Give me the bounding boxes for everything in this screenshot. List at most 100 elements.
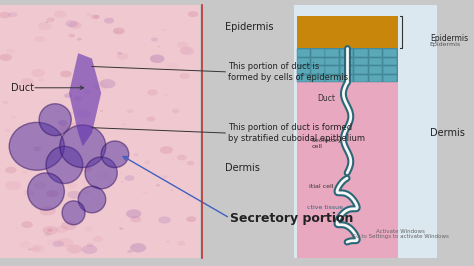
Circle shape — [179, 73, 190, 79]
Bar — [311, 58, 325, 65]
Circle shape — [93, 85, 99, 89]
Circle shape — [186, 196, 190, 198]
Circle shape — [130, 243, 146, 252]
Bar — [383, 66, 397, 74]
Circle shape — [93, 82, 108, 90]
Circle shape — [92, 236, 103, 242]
Circle shape — [95, 171, 109, 179]
Circle shape — [23, 190, 34, 196]
Bar — [297, 49, 310, 57]
Ellipse shape — [78, 186, 106, 213]
Circle shape — [46, 190, 59, 197]
Circle shape — [5, 181, 21, 190]
Circle shape — [69, 21, 82, 29]
Circle shape — [80, 84, 84, 87]
Circle shape — [31, 247, 40, 251]
Circle shape — [58, 120, 68, 126]
Circle shape — [82, 245, 97, 254]
Ellipse shape — [60, 125, 106, 168]
Circle shape — [61, 221, 77, 230]
Bar — [369, 58, 383, 65]
Circle shape — [164, 94, 169, 97]
Circle shape — [119, 227, 123, 230]
Bar — [311, 66, 325, 74]
Bar — [294, 5, 437, 258]
Circle shape — [170, 189, 173, 191]
Circle shape — [46, 239, 59, 247]
Circle shape — [172, 109, 180, 113]
Circle shape — [56, 226, 68, 233]
Circle shape — [110, 17, 114, 19]
Text: This portion of duct is
formed by cells of epidermis: This portion of duct is formed by cells … — [228, 62, 348, 81]
Circle shape — [82, 190, 91, 194]
Circle shape — [31, 245, 44, 252]
Circle shape — [156, 184, 160, 186]
Circle shape — [25, 241, 28, 243]
Circle shape — [177, 155, 187, 160]
Circle shape — [187, 161, 194, 165]
Circle shape — [117, 53, 128, 60]
Circle shape — [177, 42, 188, 48]
Circle shape — [162, 29, 165, 31]
Circle shape — [19, 242, 31, 248]
Circle shape — [69, 112, 73, 114]
Bar — [355, 66, 368, 74]
Circle shape — [122, 123, 126, 126]
Bar — [369, 49, 383, 57]
Bar — [297, 66, 310, 74]
Ellipse shape — [9, 122, 64, 170]
Circle shape — [20, 78, 34, 86]
Bar — [311, 49, 325, 57]
Ellipse shape — [39, 104, 71, 136]
Circle shape — [58, 122, 65, 126]
Circle shape — [81, 165, 92, 172]
Circle shape — [69, 34, 75, 38]
Circle shape — [35, 36, 45, 42]
Bar — [340, 58, 354, 65]
Bar — [383, 49, 397, 57]
Circle shape — [91, 15, 99, 19]
Text: Duct: Duct — [317, 94, 335, 103]
Circle shape — [47, 229, 53, 232]
Bar — [297, 75, 310, 82]
Circle shape — [172, 159, 175, 160]
Circle shape — [147, 89, 158, 96]
Circle shape — [67, 182, 77, 188]
Circle shape — [11, 116, 16, 119]
Circle shape — [64, 93, 72, 98]
Text: Epidermis: Epidermis — [225, 22, 274, 32]
Bar — [383, 58, 397, 65]
Text: This portion of duct is formed
by stratified cuboidal epithelium: This portion of duct is formed by strati… — [228, 123, 365, 143]
Circle shape — [75, 109, 91, 118]
Bar — [297, 48, 398, 82]
Circle shape — [127, 250, 132, 253]
Circle shape — [39, 206, 56, 215]
Circle shape — [144, 160, 150, 164]
Text: Dermis: Dermis — [225, 163, 260, 173]
Circle shape — [31, 69, 45, 77]
Circle shape — [45, 232, 51, 236]
Circle shape — [71, 122, 81, 128]
Bar — [369, 66, 383, 74]
Circle shape — [142, 191, 147, 194]
Circle shape — [45, 154, 54, 160]
Circle shape — [117, 52, 122, 55]
Circle shape — [73, 96, 82, 101]
Circle shape — [100, 79, 116, 88]
Circle shape — [120, 172, 124, 174]
Bar — [369, 75, 383, 82]
Text: itial cell: itial cell — [309, 184, 333, 189]
Bar — [355, 49, 368, 57]
Text: Epidermis: Epidermis — [430, 42, 461, 47]
Circle shape — [0, 12, 10, 18]
Circle shape — [60, 70, 72, 77]
Circle shape — [5, 128, 11, 132]
Circle shape — [104, 18, 114, 23]
Circle shape — [158, 216, 171, 224]
Bar — [326, 75, 339, 82]
Bar — [311, 75, 325, 82]
Circle shape — [57, 110, 60, 112]
Ellipse shape — [62, 201, 85, 225]
Bar — [326, 49, 339, 57]
Polygon shape — [69, 53, 101, 146]
